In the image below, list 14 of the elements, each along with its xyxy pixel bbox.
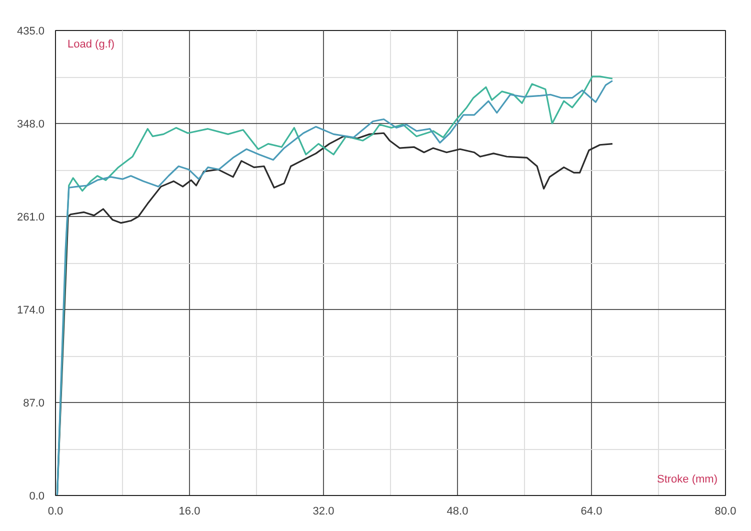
x-tick-label: 48.0 — [446, 506, 468, 518]
x-tick-label: 16.0 — [178, 506, 200, 518]
y-tick-label: 0.0 — [29, 490, 45, 502]
y-axis-title: Load (g.f) — [68, 38, 115, 50]
y-tick-label: 87.0 — [23, 398, 45, 410]
y-tick-label: 261.0 — [16, 212, 45, 224]
y-tick-label: 435.0 — [16, 26, 45, 38]
x-tick-label: 64.0 — [580, 506, 602, 518]
x-tick-label: 0.0 — [48, 506, 64, 518]
y-tick-label: 174.0 — [16, 304, 45, 316]
x-tick-label: 80.0 — [714, 506, 736, 518]
x-axis-title: Stroke (mm) — [657, 474, 718, 486]
x-tick-label: 32.0 — [312, 506, 334, 518]
y-tick-label: 348.0 — [16, 118, 45, 130]
